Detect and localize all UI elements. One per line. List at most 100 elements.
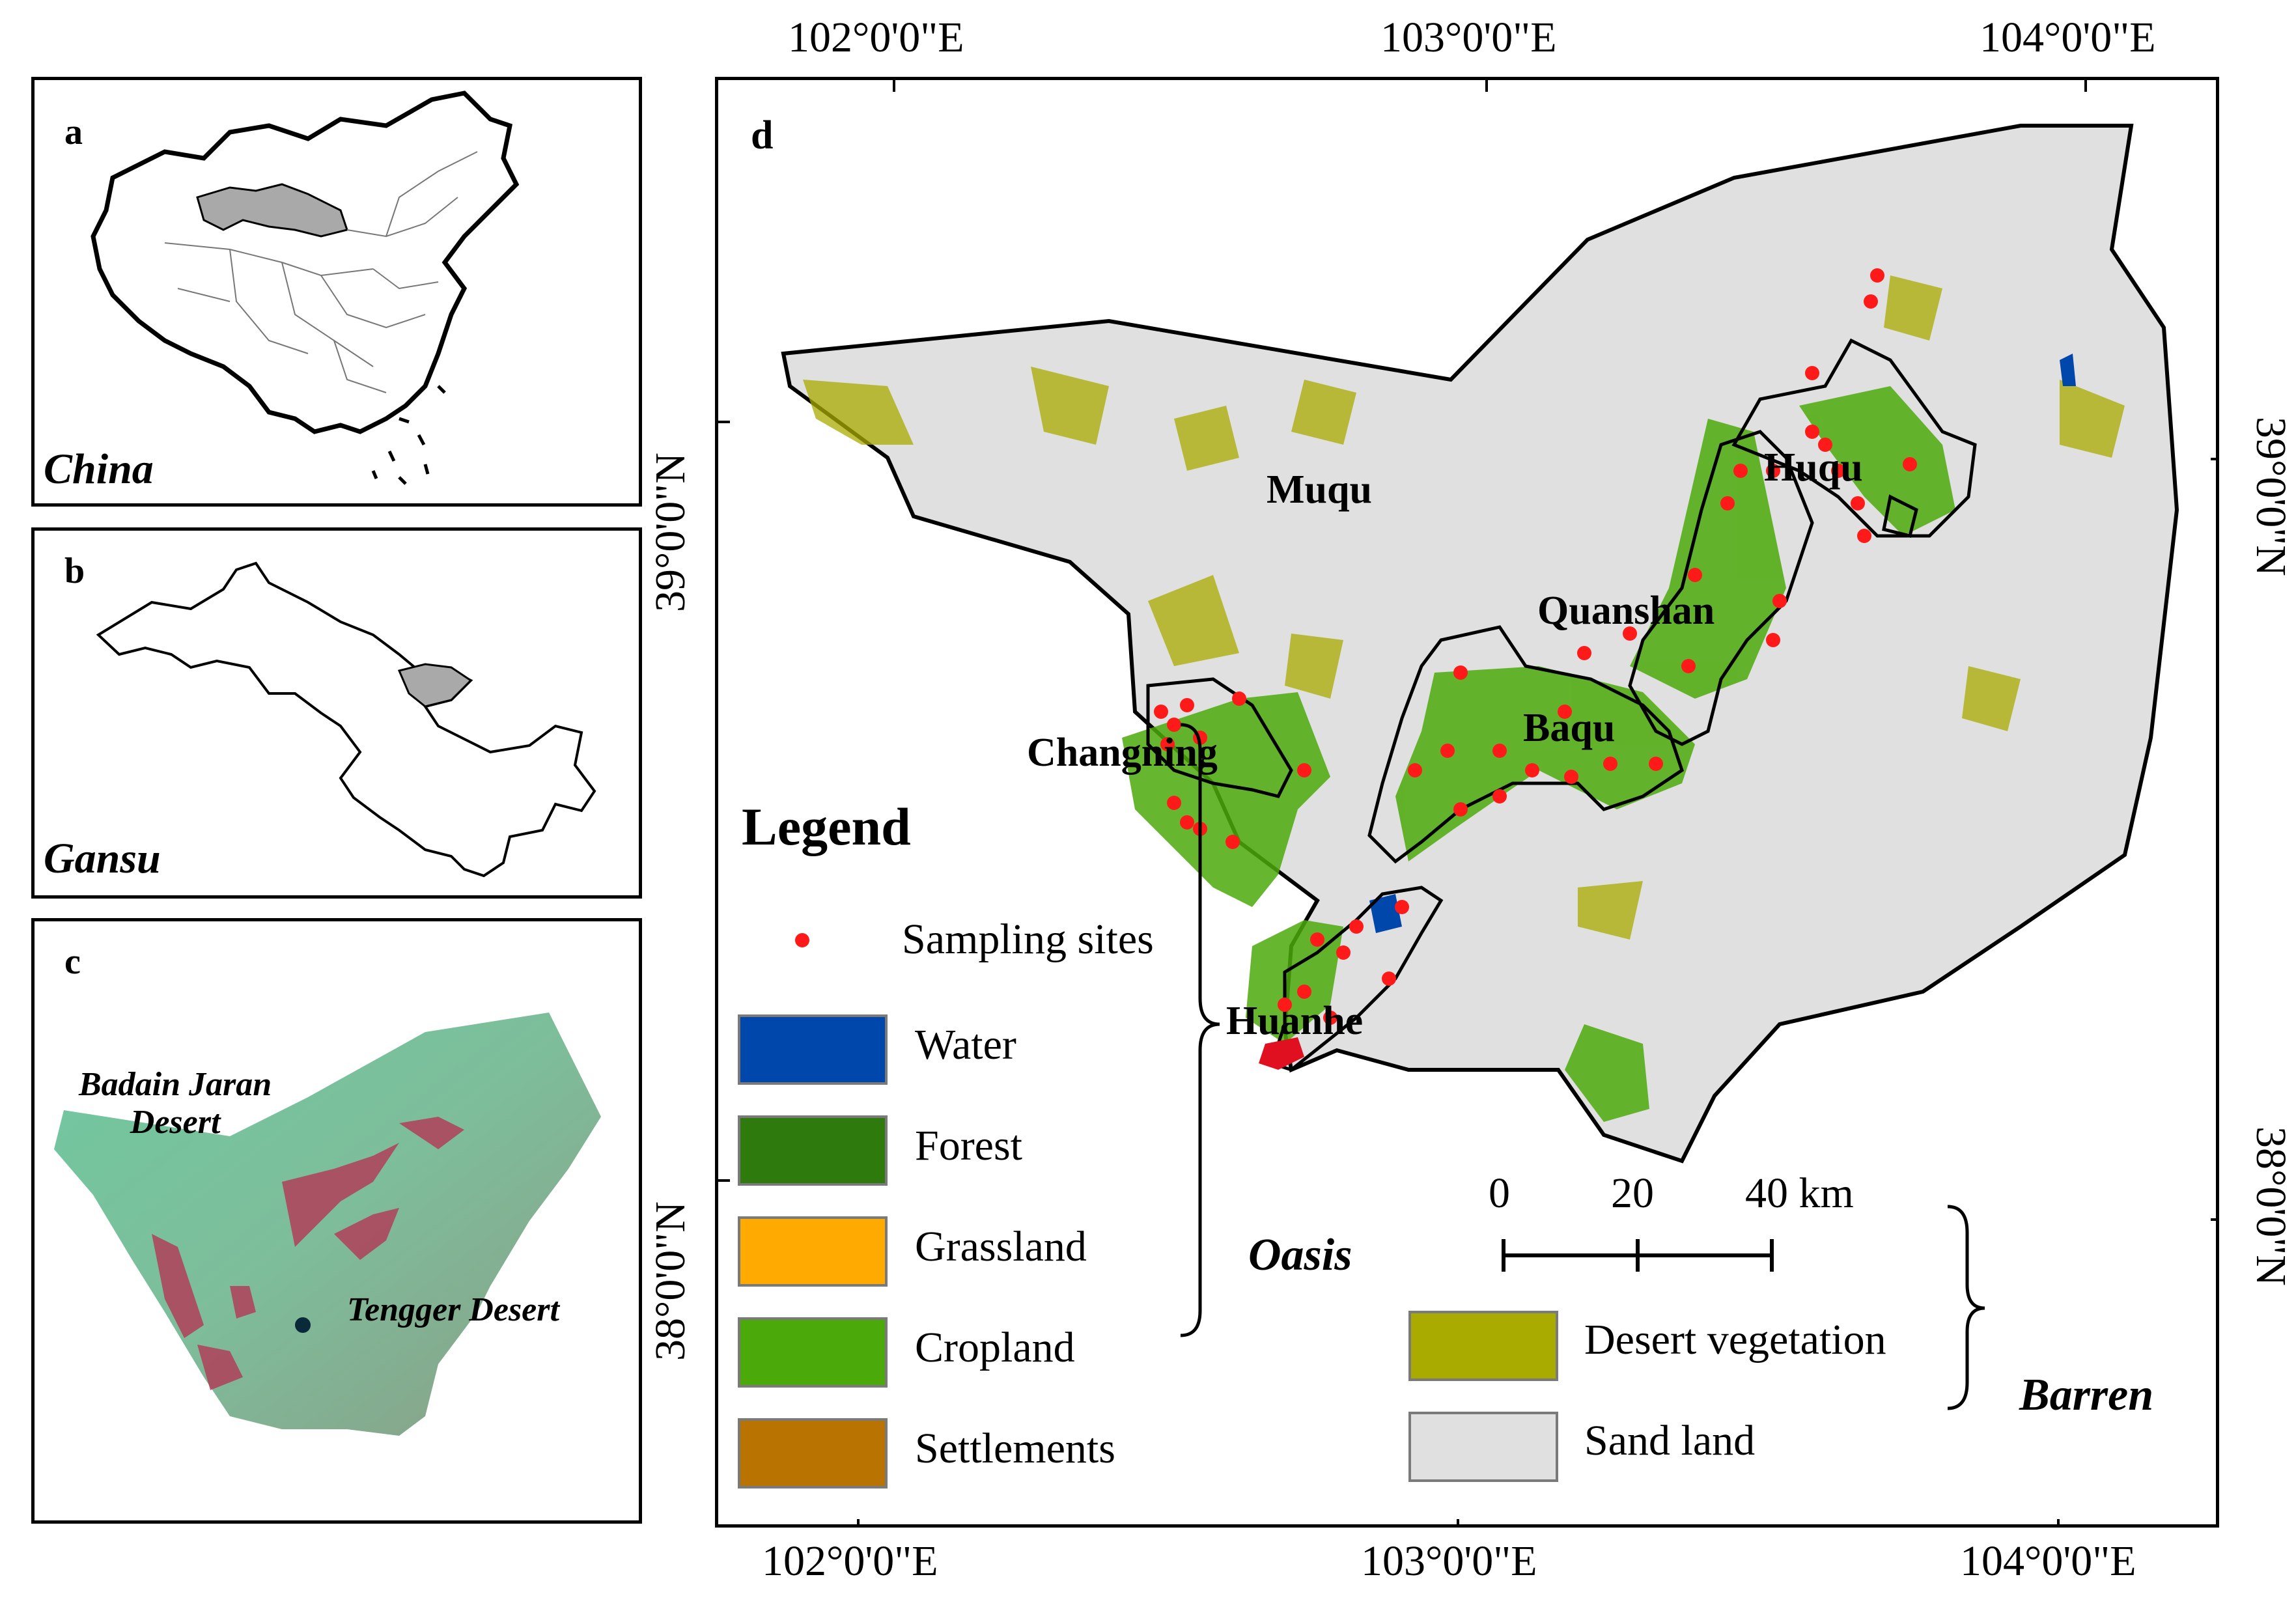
sampling-site bbox=[1831, 464, 1845, 478]
sampling-site bbox=[1805, 425, 1819, 439]
study-area-boundary bbox=[781, 124, 2179, 1164]
sampling-site bbox=[1772, 594, 1787, 608]
sampling-site bbox=[1154, 705, 1168, 719]
legend-brackets bbox=[1180, 723, 1985, 1410]
sampling-site bbox=[1395, 900, 1409, 914]
region-label-baqu: Baqu bbox=[1523, 706, 1616, 750]
sampling-site bbox=[1167, 718, 1181, 732]
left-lat-39: 39°0'0"N bbox=[647, 453, 694, 612]
sampling-site bbox=[1382, 971, 1396, 986]
legend-label-water: Water bbox=[915, 1021, 1016, 1069]
region-label-huqu: Huqu bbox=[1764, 445, 1863, 490]
legend-swatch-cropland bbox=[738, 1317, 888, 1388]
sampling-site bbox=[1805, 366, 1819, 380]
panel-c-satellite-image: c Badain Jaran Desert Tengger Desert bbox=[31, 918, 642, 1524]
panel-d-study-area-map: d bbox=[715, 77, 2219, 1528]
sampling-site bbox=[1564, 770, 1578, 784]
legend-sampling-label: Sampling sites bbox=[902, 915, 1154, 963]
desert-vegetation-patches bbox=[803, 275, 2125, 940]
water-bodies bbox=[1369, 354, 2076, 933]
legend-title: Legend bbox=[742, 797, 911, 856]
region-label-huanhe: Huanhe bbox=[1226, 999, 1364, 1043]
sampling-site bbox=[1453, 665, 1468, 680]
china-outline-map bbox=[91, 91, 520, 485]
sampling-site bbox=[1870, 268, 1884, 283]
sampling-site bbox=[1408, 763, 1422, 777]
legend-label-sand-land: Sand land bbox=[1584, 1417, 1756, 1464]
sampling-site bbox=[1818, 438, 1832, 452]
sampling-site bbox=[1857, 529, 1871, 543]
legend-label-forest: Forest bbox=[915, 1122, 1022, 1169]
legend-swatch-desert-vegetation bbox=[1408, 1311, 1558, 1381]
right-lat-38: 38°0'0"N bbox=[2247, 1126, 2295, 1286]
scale-label-40km: 40 km bbox=[1745, 1169, 1854, 1217]
sampling-site bbox=[1349, 919, 1364, 934]
sampling-site bbox=[1310, 932, 1324, 947]
panel-a-name: China bbox=[44, 445, 154, 493]
satellite-image bbox=[54, 1013, 601, 1436]
sampling-site bbox=[1603, 757, 1617, 771]
top-lon-102: 102°0'0"E bbox=[788, 14, 964, 61]
top-lon-104: 104°0'0"E bbox=[1980, 14, 2156, 61]
sampling-site bbox=[1323, 1011, 1337, 1025]
panel-c-label: c bbox=[64, 942, 81, 982]
legend-swatch-grassland bbox=[738, 1216, 888, 1287]
sampling-site bbox=[1851, 496, 1865, 510]
sampling-site bbox=[1225, 835, 1240, 849]
right-lat-39: 39°0'0"N bbox=[2247, 417, 2295, 576]
subregion-boundaries bbox=[1146, 338, 1977, 1072]
oasis-red-patches bbox=[152, 1117, 464, 1390]
panel-a-china-map: a China bbox=[31, 77, 642, 507]
sampling-site bbox=[1180, 815, 1194, 830]
gansu-highlight bbox=[196, 183, 348, 238]
sampling-site bbox=[1649, 757, 1663, 771]
tengger-label: Tengger Desert bbox=[347, 1291, 559, 1328]
sampling-site bbox=[1864, 294, 1878, 309]
sampling-site bbox=[1720, 496, 1735, 510]
sampling-site bbox=[1766, 464, 1780, 478]
sampling-site bbox=[1160, 737, 1175, 751]
bottom-lon-102: 102°0'0"E bbox=[762, 1537, 938, 1585]
legend-group-barren: Barren bbox=[2019, 1370, 2154, 1420]
top-lon-103: 103°0'0"E bbox=[1380, 14, 1557, 61]
panel-d-label: d bbox=[751, 113, 774, 158]
bottom-lon-103: 103°0'0"E bbox=[1361, 1537, 1537, 1585]
legend-label-settlements: Settlements bbox=[915, 1425, 1115, 1472]
legend-label-desert-vegetation: Desert vegetation bbox=[1584, 1316, 1886, 1363]
reservoir-dot bbox=[295, 1317, 311, 1333]
gansu-border bbox=[96, 561, 596, 878]
badain-jaran-label: Badain Jaran Desert bbox=[79, 1066, 272, 1141]
sampling-site bbox=[1297, 985, 1311, 999]
sampling-site bbox=[1180, 698, 1194, 712]
sampling-site bbox=[1733, 464, 1748, 478]
sampling-site bbox=[1336, 945, 1351, 960]
sampling-site bbox=[1577, 646, 1591, 660]
sampling-site bbox=[1903, 457, 1917, 471]
sampling-site bbox=[1440, 744, 1455, 758]
legend-swatch-forest bbox=[738, 1115, 888, 1186]
south-sea-islands bbox=[371, 385, 446, 485]
sampling-site bbox=[1525, 763, 1539, 777]
legend-swatch-sand-land bbox=[1408, 1412, 1558, 1482]
legend-label-grassland: Grassland bbox=[915, 1223, 1087, 1270]
china-border bbox=[91, 91, 520, 434]
sampling-site bbox=[1623, 626, 1637, 641]
left-lat-38: 38°0'0"N bbox=[647, 1201, 694, 1361]
legend-swatch-water bbox=[738, 1014, 888, 1085]
panel-b-gansu-map: b Gansu bbox=[31, 527, 642, 899]
scale-bar bbox=[1502, 1239, 1774, 1272]
sampling-sites bbox=[1154, 268, 1917, 1025]
sampling-site bbox=[1688, 568, 1702, 582]
sampling-site-legend-dot bbox=[795, 933, 809, 947]
panel-b-label: b bbox=[64, 551, 85, 591]
sampling-site bbox=[1766, 633, 1780, 647]
sampling-site bbox=[1232, 692, 1246, 706]
sampling-site bbox=[1681, 659, 1696, 673]
gansu-outline-map bbox=[96, 561, 596, 878]
region-label-muqu: Muqu bbox=[1267, 468, 1372, 512]
sampling-site bbox=[1297, 763, 1311, 777]
sampling-site bbox=[1278, 998, 1292, 1012]
panel-a-label: a bbox=[64, 112, 83, 152]
huanhe-red-area bbox=[1259, 1037, 1304, 1070]
panel-b-name: Gansu bbox=[44, 835, 161, 882]
